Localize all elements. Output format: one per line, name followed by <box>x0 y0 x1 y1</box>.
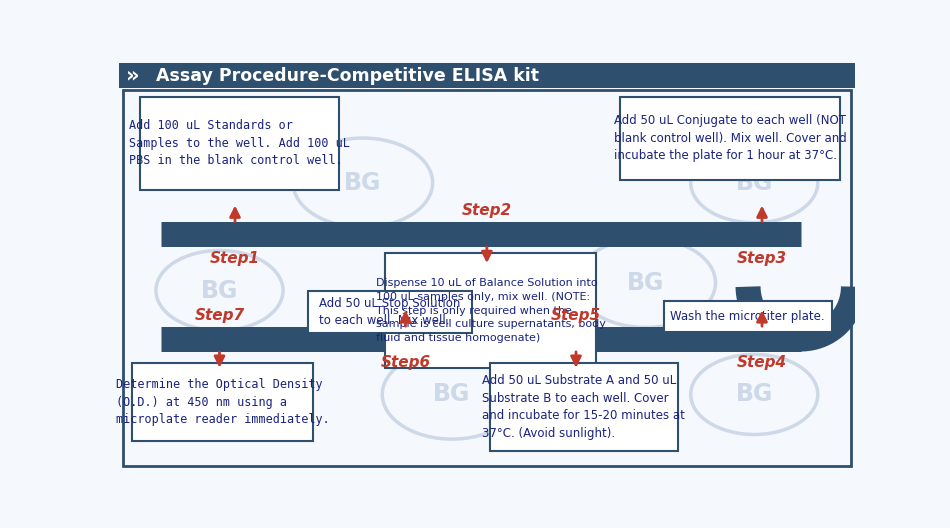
Text: »: » <box>126 65 140 86</box>
Text: Step7: Step7 <box>195 308 244 323</box>
FancyBboxPatch shape <box>663 301 832 332</box>
FancyBboxPatch shape <box>308 291 472 333</box>
Text: Dispense 10 uL of Balance Solution into
100 uL samples only, mix well. (NOTE:
Th: Dispense 10 uL of Balance Solution into … <box>376 278 606 343</box>
Text: Add 50 uL Substrate A and 50 uL
Substrate B to each well. Cover
and incubate for: Add 50 uL Substrate A and 50 uL Substrat… <box>483 374 685 439</box>
FancyBboxPatch shape <box>132 363 314 441</box>
Text: BG: BG <box>344 171 382 195</box>
FancyBboxPatch shape <box>386 253 597 369</box>
Text: Assay Procedure-Competitive ELISA kit: Assay Procedure-Competitive ELISA kit <box>156 67 539 84</box>
FancyBboxPatch shape <box>119 63 855 88</box>
Text: Wash the microtiter plate.: Wash the microtiter plate. <box>671 310 825 323</box>
Text: Determine the Optical Density
(O.D.) at 450 nm using a
microplate reader immedia: Determine the Optical Density (O.D.) at … <box>116 378 330 426</box>
Text: BG: BG <box>627 271 664 295</box>
Text: Step1: Step1 <box>210 251 260 266</box>
Text: BG: BG <box>200 278 238 303</box>
Text: Step2: Step2 <box>462 203 512 218</box>
FancyBboxPatch shape <box>140 97 339 190</box>
FancyBboxPatch shape <box>620 97 840 180</box>
FancyBboxPatch shape <box>123 90 851 466</box>
Text: Step3: Step3 <box>737 251 787 266</box>
Text: Add 50 uL Stop Solution
to each well. Mix well.: Add 50 uL Stop Solution to each well. Mi… <box>319 297 461 327</box>
Text: BG: BG <box>433 382 470 407</box>
Polygon shape <box>456 63 483 88</box>
Text: BG: BG <box>735 382 773 407</box>
FancyBboxPatch shape <box>490 363 677 451</box>
Text: Step6: Step6 <box>380 355 430 370</box>
Text: Step4: Step4 <box>737 355 787 370</box>
Text: Add 50 uL Conjugate to each well (NOT
blank control well). Mix well. Cover and
i: Add 50 uL Conjugate to each well (NOT bl… <box>614 115 846 163</box>
Text: BG: BG <box>735 171 773 195</box>
Text: Step5: Step5 <box>551 308 601 323</box>
Text: Add 100 uL Standards or
Samples to the well. Add 100 uL
PBS in the blank control: Add 100 uL Standards or Samples to the w… <box>129 119 350 167</box>
